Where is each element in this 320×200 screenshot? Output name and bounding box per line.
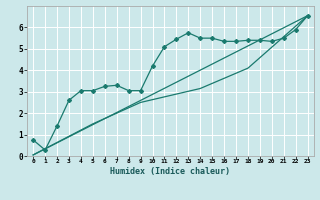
X-axis label: Humidex (Indice chaleur): Humidex (Indice chaleur) <box>110 167 230 176</box>
